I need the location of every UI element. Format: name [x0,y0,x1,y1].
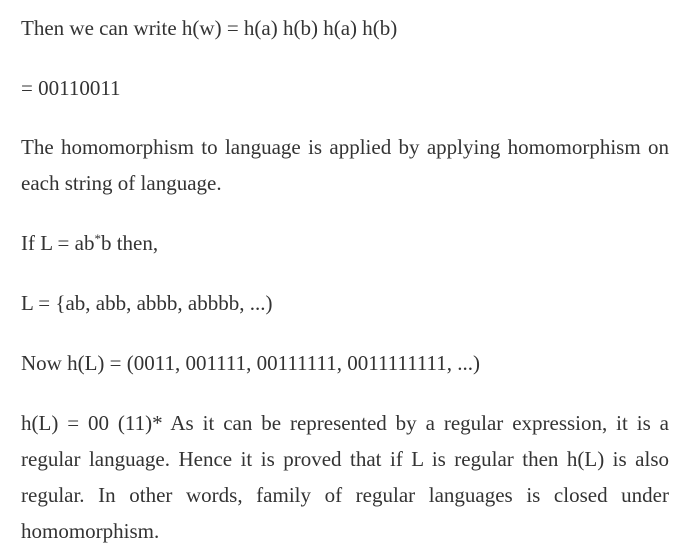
language-definition-tail: b then, [100,231,159,255]
paragraph-language-strings: L = {ab, abb, abbb, abbbb, ...) [21,291,273,315]
language-definition-text: If L = ab [21,231,95,255]
paragraph-language-definition: If L = ab*b then, [21,225,158,261]
paragraph-conclusion: h(L) = 00 (11)* As it can be represented… [21,411,669,543]
paragraph-hw-result: = 00110011 [21,76,121,100]
paragraph-hw-expansion: Then we can write h(w) = h(a) h(b) h(a) … [21,16,398,40]
kleene-star: * [94,231,101,246]
paragraph-homomorphism-definition: The homomorphism to language is applied … [21,135,669,195]
paragraph-hl-strings: Now h(L) = (0011, 001111, 00111111, 0011… [21,351,481,375]
